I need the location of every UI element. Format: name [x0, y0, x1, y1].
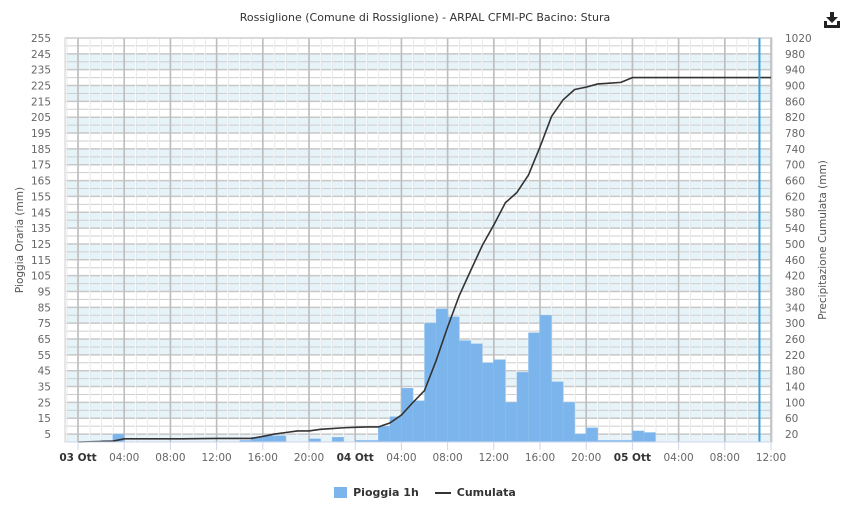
svg-text:215: 215 — [31, 96, 51, 108]
svg-text:980: 980 — [785, 49, 805, 61]
bar-swatch-icon — [334, 487, 348, 498]
svg-text:135: 135 — [31, 223, 51, 235]
chart-title: Rossiglione (Comune di Rossiglione) - AR… — [239, 11, 611, 24]
legend-label: Pioggia 1h — [353, 486, 419, 499]
svg-text:820: 820 — [785, 112, 805, 124]
svg-text:155: 155 — [31, 191, 51, 203]
svg-text:65: 65 — [38, 334, 51, 346]
svg-text:165: 165 — [31, 176, 51, 188]
legend: Pioggia 1h Cumulata — [0, 486, 850, 499]
svg-text:860: 860 — [785, 96, 805, 108]
svg-text:235: 235 — [31, 65, 51, 77]
svg-text:540: 540 — [785, 223, 805, 235]
svg-text:20: 20 — [785, 429, 798, 441]
svg-text:500: 500 — [785, 239, 805, 251]
svg-text:1020: 1020 — [785, 33, 812, 45]
svg-text:340: 340 — [785, 302, 805, 314]
svg-text:620: 620 — [785, 191, 805, 203]
svg-text:15: 15 — [38, 413, 51, 425]
svg-text:85: 85 — [38, 302, 51, 314]
svg-text:16:00: 16:00 — [525, 452, 555, 464]
export-button[interactable] — [822, 10, 842, 30]
svg-text:940: 940 — [785, 65, 805, 77]
svg-text:45: 45 — [38, 366, 51, 378]
svg-text:255: 255 — [31, 33, 51, 45]
svg-text:145: 145 — [31, 207, 51, 219]
svg-text:20:00: 20:00 — [294, 452, 324, 464]
svg-text:420: 420 — [785, 271, 805, 283]
svg-text:185: 185 — [31, 144, 51, 156]
svg-text:04:00: 04:00 — [386, 452, 416, 464]
svg-text:16:00: 16:00 — [248, 452, 278, 464]
line-swatch-icon — [434, 491, 451, 494]
download-icon — [824, 12, 840, 28]
svg-text:04 Ott: 04 Ott — [337, 452, 374, 464]
svg-text:03 Ott: 03 Ott — [59, 452, 96, 464]
svg-text:300: 300 — [785, 318, 805, 330]
svg-text:180: 180 — [785, 366, 805, 378]
svg-text:20:00: 20:00 — [571, 452, 601, 464]
svg-text:100: 100 — [785, 397, 805, 409]
svg-text:04:00: 04:00 — [109, 452, 139, 464]
svg-text:125: 125 — [31, 239, 51, 251]
svg-text:75: 75 — [38, 318, 51, 330]
svg-text:195: 195 — [31, 128, 51, 140]
svg-text:08:00: 08:00 — [155, 452, 185, 464]
svg-text:05 Ott: 05 Ott — [614, 452, 651, 464]
svg-text:245: 245 — [31, 49, 51, 61]
svg-text:35: 35 — [38, 382, 51, 394]
svg-text:25: 25 — [38, 397, 51, 409]
legend-item-pioggia[interactable]: Pioggia 1h — [334, 486, 419, 499]
svg-text:700: 700 — [785, 160, 805, 172]
svg-text:08:00: 08:00 — [710, 452, 740, 464]
svg-text:225: 225 — [31, 81, 51, 93]
svg-text:740: 740 — [785, 144, 805, 156]
svg-text:55: 55 — [38, 350, 51, 362]
left-axis-title: Pioggia Oraria (mm) — [14, 186, 26, 294]
svg-text:580: 580 — [785, 207, 805, 219]
svg-text:115: 115 — [31, 255, 51, 267]
svg-text:175: 175 — [31, 160, 51, 172]
svg-text:04:00: 04:00 — [663, 452, 693, 464]
right-axis-title: Precipitazione Cumulata (mm) — [817, 160, 829, 320]
svg-text:12:00: 12:00 — [201, 452, 231, 464]
svg-text:205: 205 — [31, 112, 51, 124]
svg-text:900: 900 — [785, 81, 805, 93]
svg-text:95: 95 — [38, 286, 51, 298]
svg-text:12:00: 12:00 — [479, 452, 509, 464]
svg-text:105: 105 — [31, 271, 51, 283]
svg-text:780: 780 — [785, 128, 805, 140]
legend-item-cumulata[interactable]: Cumulata — [434, 486, 516, 499]
svg-text:12:00: 12:00 — [756, 452, 786, 464]
svg-text:460: 460 — [785, 255, 805, 267]
svg-text:08:00: 08:00 — [432, 452, 462, 464]
svg-text:5: 5 — [44, 429, 51, 441]
svg-text:380: 380 — [785, 286, 805, 298]
svg-text:140: 140 — [785, 382, 805, 394]
svg-text:220: 220 — [785, 350, 805, 362]
svg-text:60: 60 — [785, 413, 798, 425]
legend-label: Cumulata — [456, 486, 516, 499]
svg-text:260: 260 — [785, 334, 805, 346]
svg-text:660: 660 — [785, 176, 805, 188]
